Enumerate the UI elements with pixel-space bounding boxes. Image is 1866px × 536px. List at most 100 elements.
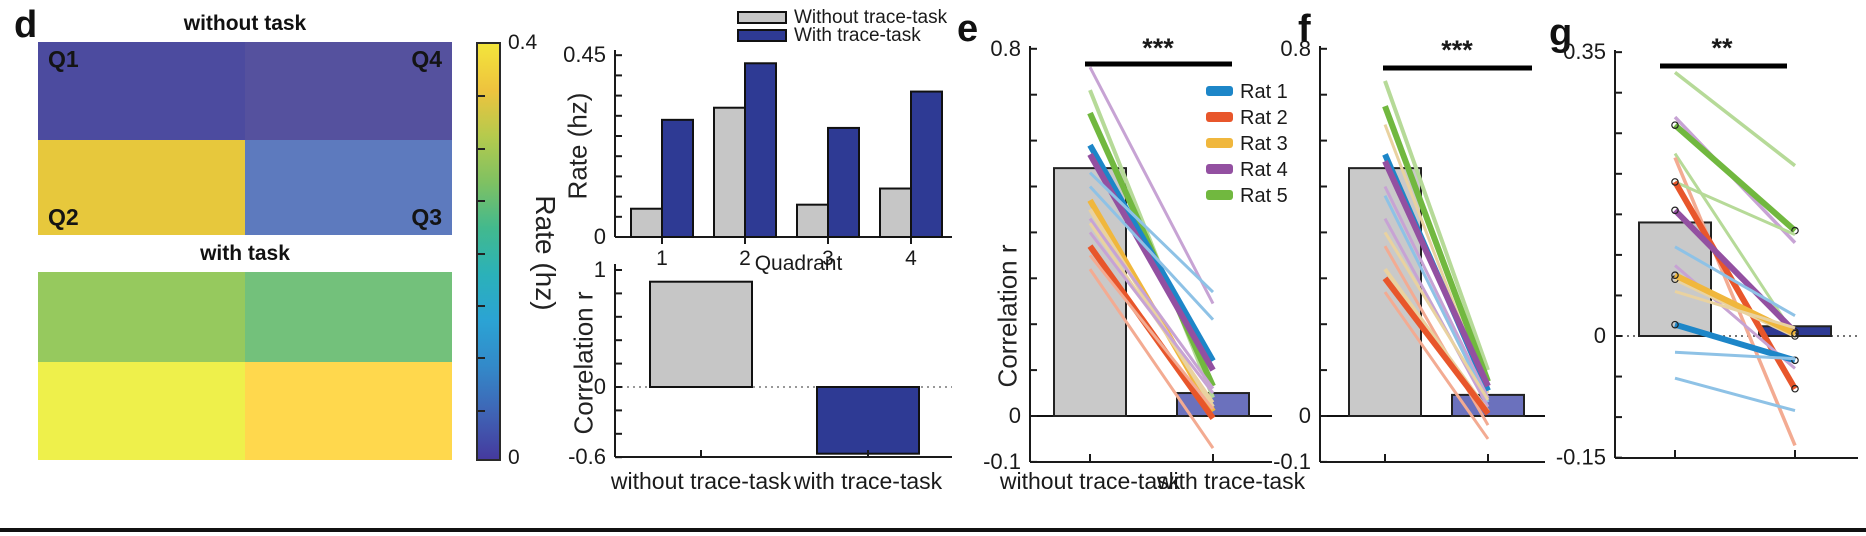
rat-line bbox=[1383, 291, 1490, 440]
panel-d-label: d bbox=[14, 4, 38, 46]
y-tick-label: 0.35 bbox=[1563, 39, 1606, 64]
legend-label: Rat 4 bbox=[1240, 159, 1288, 181]
colorbar-tick bbox=[478, 95, 485, 98]
rat-line bbox=[1673, 71, 1797, 168]
quadrant-label: Q2 bbox=[48, 204, 79, 230]
legend-label: Without trace-task bbox=[794, 7, 948, 28]
y-tick-label: -0.15 bbox=[1556, 445, 1606, 470]
rat-line bbox=[1674, 245, 1796, 318]
line-endpoint-marker bbox=[1671, 206, 1679, 215]
rat-line bbox=[1674, 350, 1796, 361]
bar-without-trace-task bbox=[713, 106, 746, 238]
significance-stars: ** bbox=[1711, 33, 1733, 63]
heatmap-cell bbox=[245, 272, 452, 362]
colorbar bbox=[476, 42, 501, 461]
line-endpoint-marker bbox=[1671, 121, 1679, 129]
line-endpoint-marker bbox=[1791, 384, 1799, 393]
x-tick-label: 4 bbox=[905, 247, 917, 270]
rat-line bbox=[1088, 185, 1215, 321]
y-tick-label: 0.8 bbox=[1280, 36, 1311, 61]
panel-e-label: e bbox=[957, 8, 979, 50]
heatmap-with-task bbox=[38, 272, 452, 460]
colorbar-tick bbox=[478, 252, 485, 255]
y-tick-label: 0 bbox=[1594, 323, 1606, 348]
heatmap-with-title: with task bbox=[200, 242, 290, 265]
heatmap-cell bbox=[38, 362, 245, 460]
rat-line bbox=[1382, 160, 1491, 388]
significance-stars: *** bbox=[1142, 33, 1174, 63]
rat-line bbox=[1674, 289, 1796, 330]
rat-line bbox=[1674, 376, 1796, 413]
rat-line bbox=[1674, 180, 1796, 236]
legend-swatch bbox=[1206, 86, 1233, 96]
bar-with-trace-task bbox=[827, 126, 860, 238]
y-tick-label: 1 bbox=[594, 257, 606, 282]
rat-line bbox=[1088, 268, 1215, 449]
colorbar-tick bbox=[478, 304, 485, 307]
rat-line bbox=[1088, 217, 1215, 390]
x-tick-label: 1 bbox=[656, 247, 668, 270]
y-tick-label: 0.45 bbox=[563, 42, 606, 67]
heatmap-cell-q2: Q2 bbox=[38, 140, 245, 235]
bar-without-trace-task bbox=[879, 187, 912, 239]
legend-label: With trace-task bbox=[794, 25, 921, 46]
line-endpoint-marker bbox=[1791, 329, 1799, 338]
legend-swatch bbox=[737, 29, 787, 42]
x-axis-title: Quadrant bbox=[755, 252, 843, 275]
panel-f-label: f bbox=[1298, 8, 1311, 50]
figure-bottom-border bbox=[0, 528, 1866, 532]
x-category-label: without trace-task bbox=[999, 468, 1181, 494]
rat-line bbox=[1383, 80, 1490, 371]
colorbar-tick bbox=[478, 200, 485, 203]
legend-swatch bbox=[1206, 190, 1233, 200]
rat-line bbox=[1674, 321, 1796, 364]
x-tick-label: 2 bbox=[739, 247, 751, 270]
x-category-label: with trace-task bbox=[793, 468, 943, 494]
y-tick-label: 0.8 bbox=[990, 36, 1021, 61]
heatmap-cell bbox=[38, 272, 245, 362]
panel-g-label: g bbox=[1549, 12, 1573, 54]
line-endpoint-marker bbox=[1671, 271, 1679, 279]
rat-line bbox=[1088, 66, 1215, 305]
rat-line bbox=[1383, 185, 1490, 399]
correlation-bar bbox=[649, 280, 753, 389]
significance-stars: *** bbox=[1441, 35, 1473, 65]
rat-line bbox=[1382, 105, 1491, 383]
x-tick-label: 3 bbox=[822, 247, 834, 270]
heatmap-without-task: Q1 Q4 Q2 Q3 bbox=[38, 42, 452, 235]
correlation-bar bbox=[816, 386, 920, 455]
rat-line bbox=[1673, 272, 1797, 337]
rat-line bbox=[1672, 208, 1798, 335]
y-tick-label: 0 bbox=[1299, 403, 1311, 428]
y-tick-label: -0.1 bbox=[1273, 449, 1311, 474]
heatmap-cell-q3: Q3 bbox=[245, 140, 452, 235]
rat-line bbox=[1383, 231, 1490, 401]
heatmap-cell-q1: Q1 bbox=[38, 42, 245, 140]
line-endpoint-marker bbox=[1791, 356, 1799, 365]
x-category-label: with trace-task bbox=[1156, 468, 1306, 494]
quadrant-label: Q1 bbox=[48, 46, 79, 72]
y-tick-label: 0 bbox=[1009, 403, 1021, 428]
legend-label: Rat 2 bbox=[1240, 107, 1288, 129]
bar-without-trace-task bbox=[796, 203, 829, 238]
x-category-label: without trace-task bbox=[610, 468, 792, 494]
bar-with-trace-task bbox=[744, 62, 777, 238]
y-tick-label: -0.6 bbox=[568, 444, 606, 469]
line-endpoint-marker bbox=[1671, 178, 1679, 186]
bar-with-trace-task bbox=[661, 118, 694, 238]
legend-swatch bbox=[1206, 164, 1233, 174]
colorbar-tick bbox=[478, 357, 485, 360]
colorbar-max-label: 0.4 bbox=[508, 31, 538, 54]
colorbar-tick bbox=[478, 409, 485, 412]
bar-with-trace-task bbox=[910, 90, 943, 238]
heatmap-cell-q4: Q4 bbox=[245, 42, 452, 140]
legend-label: Rat 5 bbox=[1240, 185, 1288, 207]
bar-without-trace-task bbox=[630, 207, 663, 239]
colorbar-tick bbox=[478, 147, 485, 150]
heatmap-without-title: without task bbox=[183, 12, 307, 35]
rat-line bbox=[1088, 171, 1215, 294]
y-tick-label: 0 bbox=[594, 374, 606, 399]
rat-line bbox=[1087, 152, 1216, 372]
